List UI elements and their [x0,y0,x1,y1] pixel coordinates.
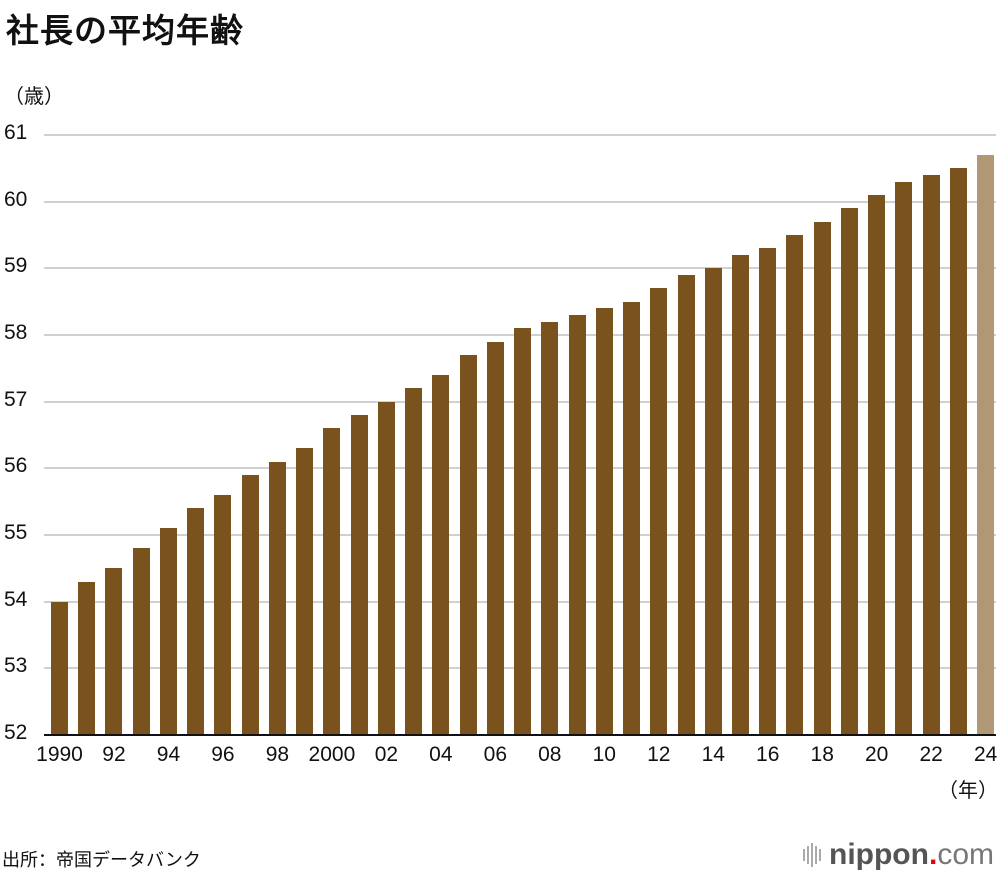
bar-2020 [868,195,886,735]
bar-2023 [949,168,967,735]
chart-title: 社長の平均年齢 [6,11,244,50]
y-tick-label: 58 [4,321,28,344]
y-tick-label: 60 [4,187,28,211]
bar-1990 [51,601,68,735]
bar-2010 [595,308,613,735]
bar-2007 [514,328,532,735]
x-tick-label: 18 [810,743,834,766]
bar-2015 [732,255,749,735]
bar-1999 [296,448,314,735]
gridline [44,267,996,270]
x-tick-label: 14 [701,743,725,766]
x-tick-label: 22 [919,743,943,766]
bar-1997 [241,475,259,735]
bar-2017 [786,235,804,735]
x-tick-label: 96 [211,743,235,766]
bar-2011 [623,301,641,735]
sound-bars-icon [803,843,821,867]
bar-2000 [323,428,341,735]
bar-2008 [541,321,559,735]
y-tick-label: 55 [4,521,28,544]
bar-2005 [459,355,477,735]
bar-2002 [377,401,395,735]
y-tick-label: 52 [4,721,28,744]
x-tick-label: 24 [973,743,998,766]
x-tick-label: 12 [647,743,671,766]
bar-2021 [895,181,913,735]
bar-1991 [78,581,96,735]
bar-2004 [432,375,450,735]
y-tick-label: 54 [4,587,28,611]
logo-suffix: com [937,838,994,871]
bar-1994 [159,528,177,735]
x-tick-label: 98 [265,743,290,766]
nippon-logo: nippon. com [803,838,994,872]
gridline [44,134,996,136]
x-axis-unit: （年） [938,778,998,802]
bar-1995 [187,508,205,735]
x-tick-label: 2000 [308,743,356,766]
y-tick-label: 57 [4,387,28,411]
x-tick-label: 04 [429,743,453,766]
y-tick-label: 53 [4,654,28,678]
x-axis-line [44,734,996,736]
x-tick-label: 94 [156,743,181,766]
x-tick-label: 06 [483,743,508,766]
x-tick-label: 92 [102,743,126,766]
bar-2009 [568,315,586,735]
bar-1998 [268,461,286,735]
bar-1996 [214,495,232,735]
bar-2019 [840,208,858,735]
x-tick-label: 08 [538,743,562,766]
y-tick-label: 59 [4,254,28,278]
gridline [44,200,996,203]
bar-1993 [132,548,150,735]
y-tick-label: 56 [4,454,28,478]
x-tick-label: 20 [865,743,889,766]
bar-2022 [922,175,940,735]
bar-1992 [105,568,123,735]
bar-2001 [350,415,368,735]
logo-name: nippon [829,838,929,871]
logo-dot: . [928,838,938,871]
y-axis-unit: （歳） [4,84,64,108]
source-note: 出所：帝国データバンク [2,850,201,871]
bar-2003 [405,388,423,735]
bar-2006 [486,341,504,735]
bar-2013 [677,275,695,735]
bar-2014 [704,268,722,735]
x-tick-label: 1990 [36,743,83,766]
bar-2016 [759,248,777,735]
bar-2018 [813,221,831,735]
bar-2012 [650,288,668,735]
x-tick-label: 16 [756,743,780,766]
x-tick-label: 02 [374,743,399,766]
bar-2024 [977,155,995,735]
y-tick-label: 61 [4,121,28,144]
x-tick-label: 10 [592,743,616,766]
